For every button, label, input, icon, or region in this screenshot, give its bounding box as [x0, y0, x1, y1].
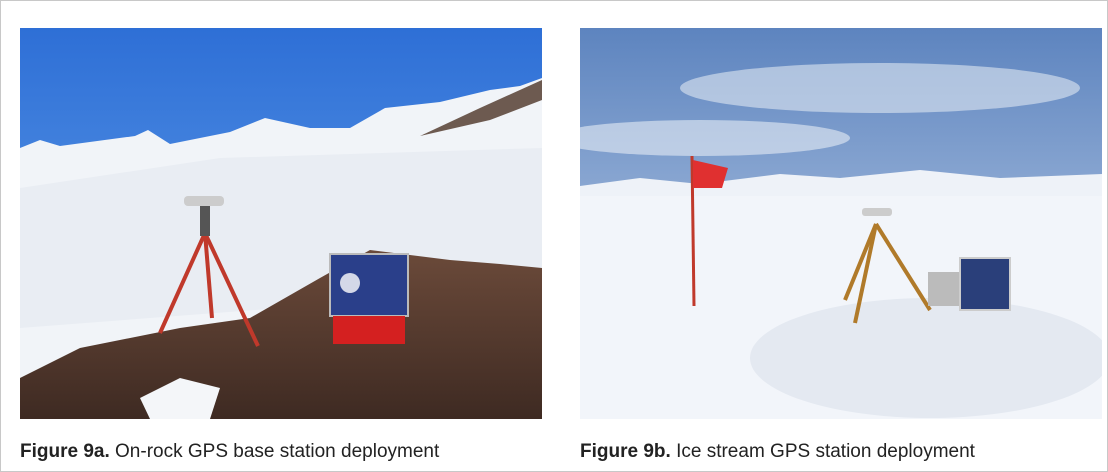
caption: Figure 9a. On-rock GPS base station depl… [20, 441, 439, 463]
caption: Figure 9b. Ice stream GPS station deploy… [580, 441, 975, 463]
caption-text: On-rock GPS base station deployment [115, 441, 440, 462]
caption-text: Ice stream GPS station deployment [676, 441, 975, 462]
caption-label: Figure 9a. [20, 441, 110, 462]
photo-rock-station [20, 28, 542, 419]
caption-label: Figure 9b. [580, 441, 671, 462]
photo-ice-station [580, 28, 1102, 419]
